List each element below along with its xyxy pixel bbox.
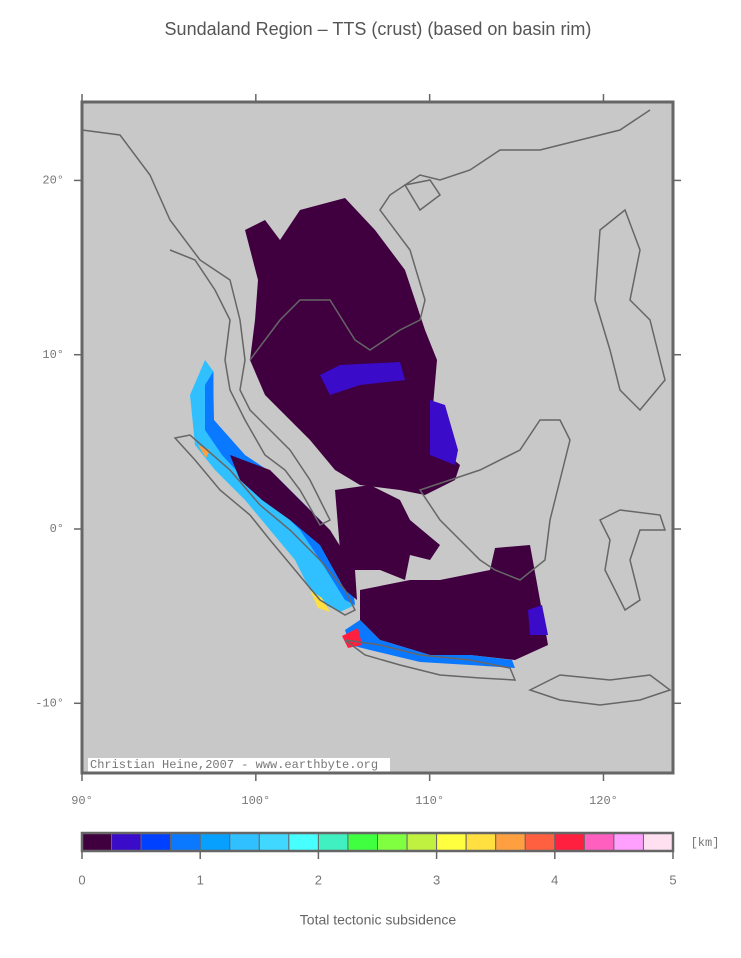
colorbar-tick-label: 4 bbox=[551, 872, 558, 887]
colorbar-swatch bbox=[465, 832, 497, 852]
colorbar-tick-label: 3 bbox=[433, 872, 440, 887]
colorbar-swatch bbox=[613, 832, 644, 852]
y-tick-label: 0° bbox=[50, 522, 64, 536]
colorbar-swatch bbox=[111, 832, 142, 852]
colorbar-swatch bbox=[642, 832, 674, 852]
colorbar: 0 1 2 3 4 5 bbox=[78, 831, 677, 887]
credit: Christian Heine,2007 - www.earthbyte.org bbox=[90, 758, 378, 772]
colorbar-unit: [km] bbox=[691, 836, 720, 850]
map: Christian Heine,2007 - www.earthbyte.org bbox=[80, 100, 675, 775]
y-tick-label: -10° bbox=[35, 696, 64, 710]
colorbar-frame bbox=[80, 831, 675, 853]
colorbar-swatch bbox=[436, 832, 467, 852]
y-tick-label: 10° bbox=[42, 348, 64, 362]
subsidence-area bbox=[190, 198, 548, 668]
x-tick-label: 100° bbox=[241, 794, 270, 808]
colorbar-swatch bbox=[406, 832, 438, 852]
colorbar-swatch bbox=[495, 832, 526, 852]
colorbar-swatch bbox=[317, 832, 349, 852]
x-tick-label: 120° bbox=[589, 794, 618, 808]
colorbar-swatch bbox=[377, 832, 408, 852]
colorbar-tick-label: 1 bbox=[197, 872, 204, 887]
colorbar-swatch bbox=[199, 832, 231, 852]
colorbar-tick-label: 0 bbox=[78, 872, 85, 887]
x-tick-label: 90° bbox=[71, 794, 93, 808]
colorbar-tick-label: 2 bbox=[315, 872, 322, 887]
colorbar-swatch bbox=[347, 832, 379, 852]
colorbar-label: Total tectonic subsidence bbox=[300, 912, 457, 928]
coastline bbox=[81, 109, 672, 706]
colorbar-swatch bbox=[229, 832, 260, 852]
colorbar-swatch bbox=[140, 832, 172, 852]
colorbar-swatch bbox=[583, 832, 615, 852]
colorbar-swatch bbox=[524, 832, 556, 852]
credit-background bbox=[88, 758, 390, 772]
colorbar-tick-label: 5 bbox=[669, 872, 676, 887]
colorbar-swatch bbox=[170, 832, 201, 852]
colorbar-swatch bbox=[554, 832, 585, 852]
x-tick-label: 110° bbox=[415, 794, 444, 808]
map-frame bbox=[80, 100, 675, 775]
colorbar-swatch bbox=[288, 832, 319, 852]
colorbar-swatch bbox=[81, 832, 113, 852]
title: Sundaland Region – TTS (crust) (based on… bbox=[165, 19, 592, 39]
colorbar-swatch bbox=[258, 832, 290, 852]
y-tick-label: 20° bbox=[42, 174, 64, 188]
